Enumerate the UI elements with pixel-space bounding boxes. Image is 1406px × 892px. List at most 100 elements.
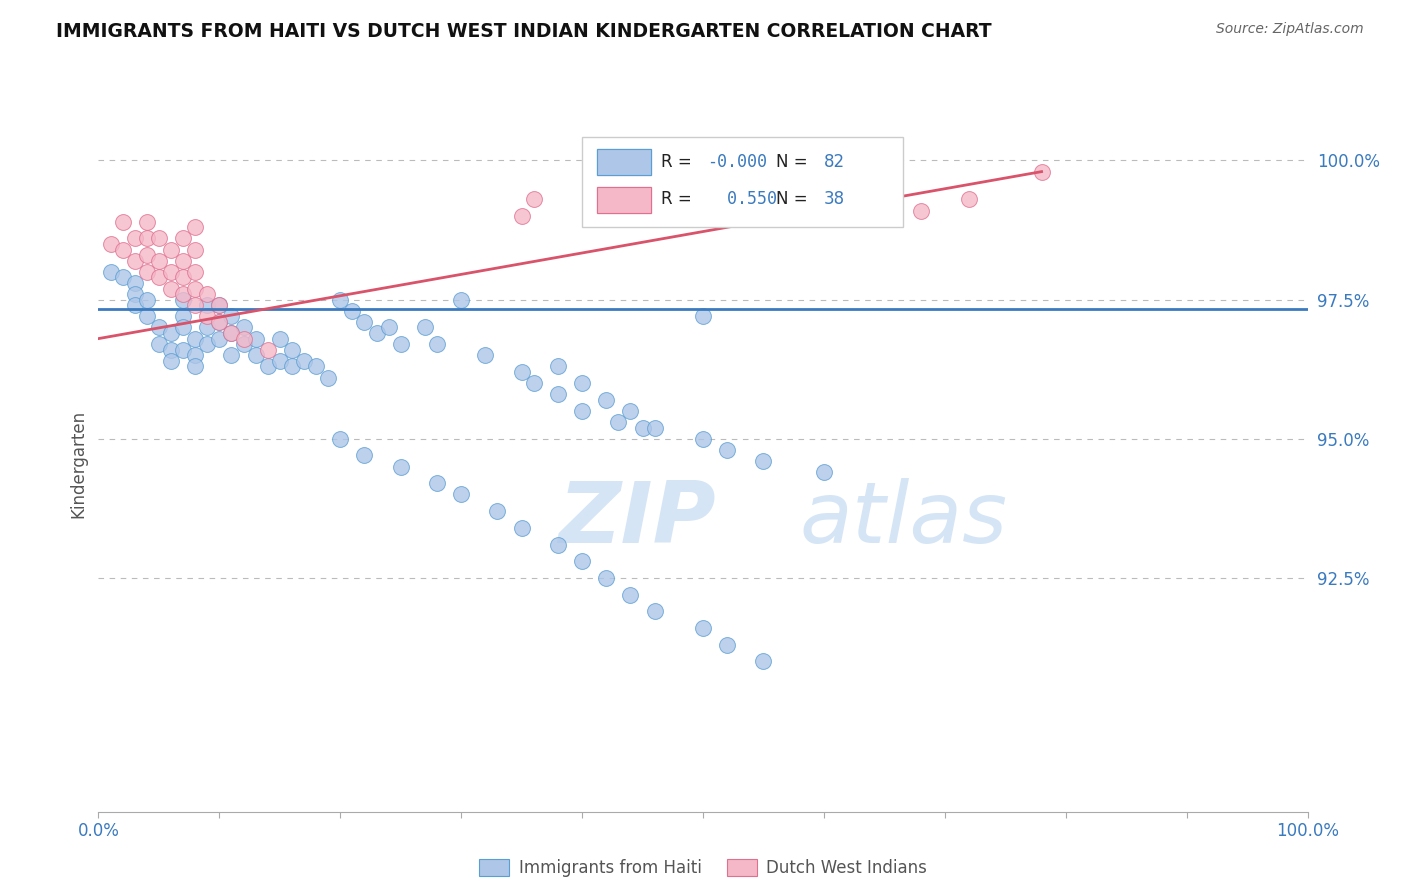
Point xyxy=(232,320,254,334)
Legend: Immigrants from Haiti, Dutch West Indians: Immigrants from Haiti, Dutch West Indian… xyxy=(472,852,934,883)
Point xyxy=(184,359,207,374)
Point xyxy=(631,420,654,434)
Point xyxy=(184,243,207,257)
Point xyxy=(160,281,183,295)
Point xyxy=(389,459,412,474)
Point xyxy=(184,348,207,362)
Point xyxy=(547,359,569,374)
Point xyxy=(208,298,231,312)
Point xyxy=(256,343,278,357)
Text: 82: 82 xyxy=(824,153,845,171)
Point xyxy=(426,476,449,491)
Text: ZIP: ZIP xyxy=(558,478,716,561)
Point xyxy=(148,337,170,351)
Point xyxy=(353,449,375,463)
Point xyxy=(221,326,243,340)
Text: 0.550: 0.550 xyxy=(707,191,776,209)
Point xyxy=(221,310,243,324)
Point xyxy=(124,276,146,290)
Point xyxy=(474,348,496,362)
Point xyxy=(111,243,134,257)
Point xyxy=(135,248,157,262)
Point xyxy=(195,320,218,334)
Point xyxy=(486,504,509,518)
Point xyxy=(184,298,207,312)
Point xyxy=(571,376,593,391)
Bar xyxy=(596,187,651,213)
Text: R =: R = xyxy=(661,153,697,171)
Point xyxy=(571,404,593,418)
Point xyxy=(245,348,267,362)
Point xyxy=(184,220,207,235)
Text: Source: ZipAtlas.com: Source: ZipAtlas.com xyxy=(1216,22,1364,37)
Point xyxy=(172,253,194,268)
Point xyxy=(523,193,546,207)
Text: R =: R = xyxy=(661,191,697,209)
Point xyxy=(160,265,183,279)
Point xyxy=(510,365,533,379)
Point xyxy=(547,387,569,401)
Point xyxy=(668,203,690,218)
Point xyxy=(292,354,315,368)
Point xyxy=(232,337,254,351)
Point xyxy=(692,621,714,635)
Point xyxy=(269,332,291,346)
Point xyxy=(111,215,134,229)
Point xyxy=(910,203,932,218)
Point xyxy=(100,265,122,279)
Point xyxy=(172,320,194,334)
Point xyxy=(426,337,449,351)
Point xyxy=(148,270,170,285)
Point xyxy=(619,404,641,418)
Point xyxy=(281,359,304,374)
Point xyxy=(172,343,194,357)
Point xyxy=(245,332,267,346)
Point xyxy=(813,465,835,479)
Point xyxy=(752,454,775,468)
Text: -0.000: -0.000 xyxy=(707,153,766,171)
Point xyxy=(135,293,157,307)
Point xyxy=(547,537,569,551)
Bar xyxy=(596,149,651,175)
Point xyxy=(957,193,980,207)
Point xyxy=(172,293,194,307)
Text: atlas: atlas xyxy=(800,478,1008,561)
Point xyxy=(813,153,835,168)
Point xyxy=(148,231,170,245)
Point xyxy=(377,320,399,334)
Point xyxy=(124,253,146,268)
Point xyxy=(716,638,738,652)
Point xyxy=(221,326,243,340)
Point xyxy=(184,281,207,295)
Point xyxy=(124,231,146,245)
Point xyxy=(148,253,170,268)
Point xyxy=(450,293,472,307)
Point xyxy=(208,315,231,329)
Point xyxy=(353,315,375,329)
Point xyxy=(184,332,207,346)
Point xyxy=(329,432,352,446)
Bar xyxy=(596,187,651,213)
Point xyxy=(1031,164,1053,178)
Point xyxy=(172,231,194,245)
Point xyxy=(135,265,157,279)
Point xyxy=(195,298,218,312)
Y-axis label: Kindergarten: Kindergarten xyxy=(69,409,87,518)
Point xyxy=(172,270,194,285)
Point xyxy=(100,237,122,252)
Bar xyxy=(596,149,651,175)
Point xyxy=(195,337,218,351)
Point xyxy=(160,326,183,340)
Point xyxy=(160,343,183,357)
Point xyxy=(172,287,194,301)
Point xyxy=(316,370,339,384)
Point xyxy=(135,231,157,245)
Point xyxy=(184,265,207,279)
Point xyxy=(160,354,183,368)
Point xyxy=(571,554,593,568)
Point xyxy=(281,343,304,357)
Point xyxy=(595,571,617,585)
Text: 38: 38 xyxy=(824,191,845,209)
Point xyxy=(208,332,231,346)
Point xyxy=(329,293,352,307)
